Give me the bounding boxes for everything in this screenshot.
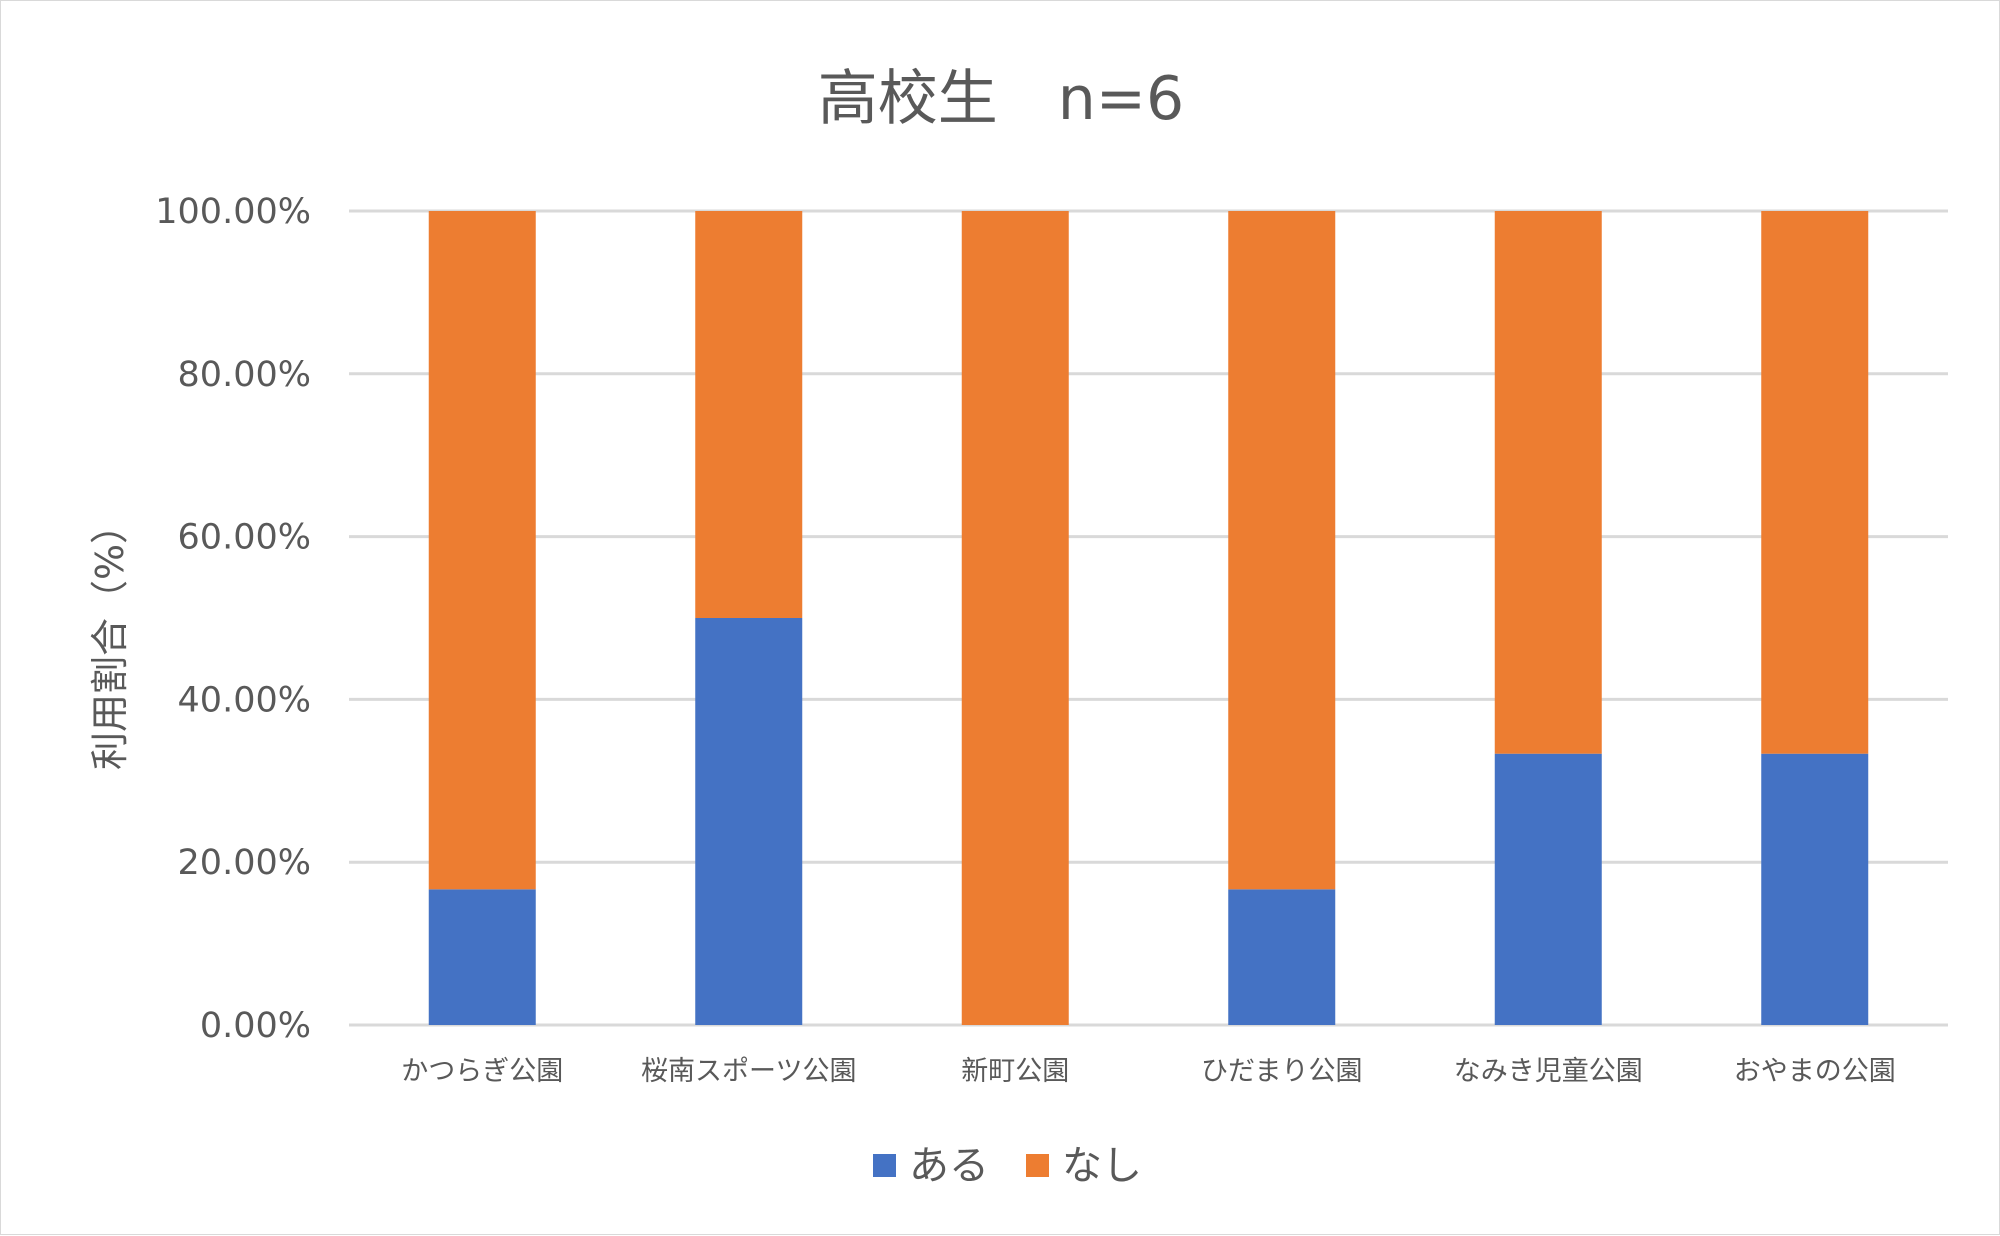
y-tick-label: 0.00% [200,1006,311,1046]
y-tick-label: 20.00% [178,843,311,883]
legend: ある なし [873,1143,1142,1189]
x-category-label: かつらぎ公園 [401,1056,563,1087]
x-category-label: 新町公園 [961,1056,1069,1087]
bars [428,211,1869,1025]
legend-label: なし [1062,1143,1142,1189]
gridlines [349,209,1948,1027]
bar-segment-nashi [428,211,536,890]
y-tick-label: 60.00% [178,518,311,558]
legend-swatch [873,1154,896,1177]
x-category-label: ひだまり公園 [1201,1056,1362,1087]
y-axis-ticks: 0.00% 20.00% 40.00% 60.00% 80.00% 100.00% [155,192,311,1046]
bar-segment-aru [1228,889,1336,1025]
x-axis-categories: かつらぎ公園 桜南スポーツ公園 新町公園 ひだまり公園 なみき児童公園 おやまの公園 [401,1056,1896,1087]
y-axis-label: 利用割合（%） [88,506,132,770]
bar-segment-nashi [961,211,1069,1025]
y-tick-label: 40.00% [178,680,311,720]
x-category-label: おやまの公園 [1734,1056,1896,1087]
bar-segment-aru [695,618,803,1025]
y-tick-label: 80.00% [178,355,311,395]
bar-segment-nashi [1494,211,1602,754]
y-tick-label: 100.00% [155,192,311,232]
x-category-label: 桜南スポーツ公園 [641,1056,856,1087]
bar-segment-nashi [1761,211,1869,754]
bar-segment-aru [1494,753,1602,1025]
chart-title: 高校生 n=6 [818,64,1184,134]
x-category-label: なみき児童公園 [1454,1056,1643,1087]
bar-segment-nashi [695,211,803,618]
bar-segment-aru [1761,753,1869,1025]
legend-swatch [1026,1154,1049,1177]
bar-segment-aru [428,889,536,1025]
bar-segment-nashi [1228,211,1336,890]
legend-label: ある [909,1143,989,1189]
